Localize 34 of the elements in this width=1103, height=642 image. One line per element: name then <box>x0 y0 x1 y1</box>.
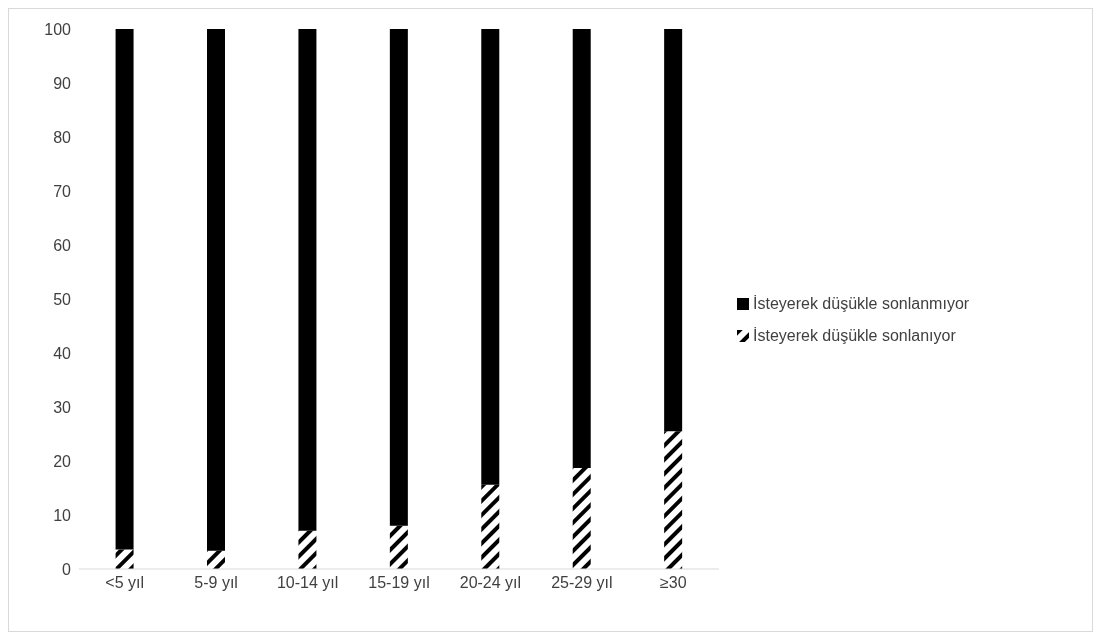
y-tick-label: 10 <box>53 506 72 524</box>
y-tick-label: 100 <box>44 20 72 38</box>
bar <box>389 525 408 569</box>
x-tick-label: 10-14 yıl <box>276 574 339 592</box>
bar <box>664 29 683 432</box>
y-tick-label: 50 <box>53 290 72 308</box>
y-tick-label: 90 <box>53 74 72 92</box>
y-tick-label: 30 <box>53 398 72 416</box>
y-tick-label: 0 <box>62 560 72 578</box>
bar <box>298 530 317 569</box>
x-tick-label: 5-9 yıl <box>194 574 238 592</box>
legend-label: İsteyerek düşükle sonlanıyor <box>753 327 956 345</box>
bar <box>115 549 134 569</box>
bar <box>481 484 500 569</box>
bar <box>572 29 591 469</box>
x-tick-label: ≥30 <box>660 574 687 592</box>
y-tick-label: 70 <box>53 182 72 200</box>
bar <box>572 468 591 569</box>
y-tick-label: 60 <box>53 236 72 254</box>
bar <box>207 550 225 569</box>
x-tick-label: <5 yıl <box>105 574 145 592</box>
x-tick-label: 15-19 yıl <box>368 574 430 592</box>
y-tick-label: 40 <box>53 344 72 362</box>
bar <box>664 431 683 569</box>
bar <box>298 29 317 531</box>
bar <box>389 29 408 526</box>
bar <box>207 29 225 551</box>
y-tick-label: 20 <box>53 452 72 470</box>
x-tick-label: 25-29 yıl <box>551 574 613 592</box>
legend-label: İsteyerek düşükle sonlanmıyor <box>753 295 970 313</box>
y-tick-label: 80 <box>53 128 72 146</box>
bar <box>481 29 500 485</box>
bar <box>115 29 134 550</box>
x-tick-label: 20-24 yıl <box>459 574 522 592</box>
